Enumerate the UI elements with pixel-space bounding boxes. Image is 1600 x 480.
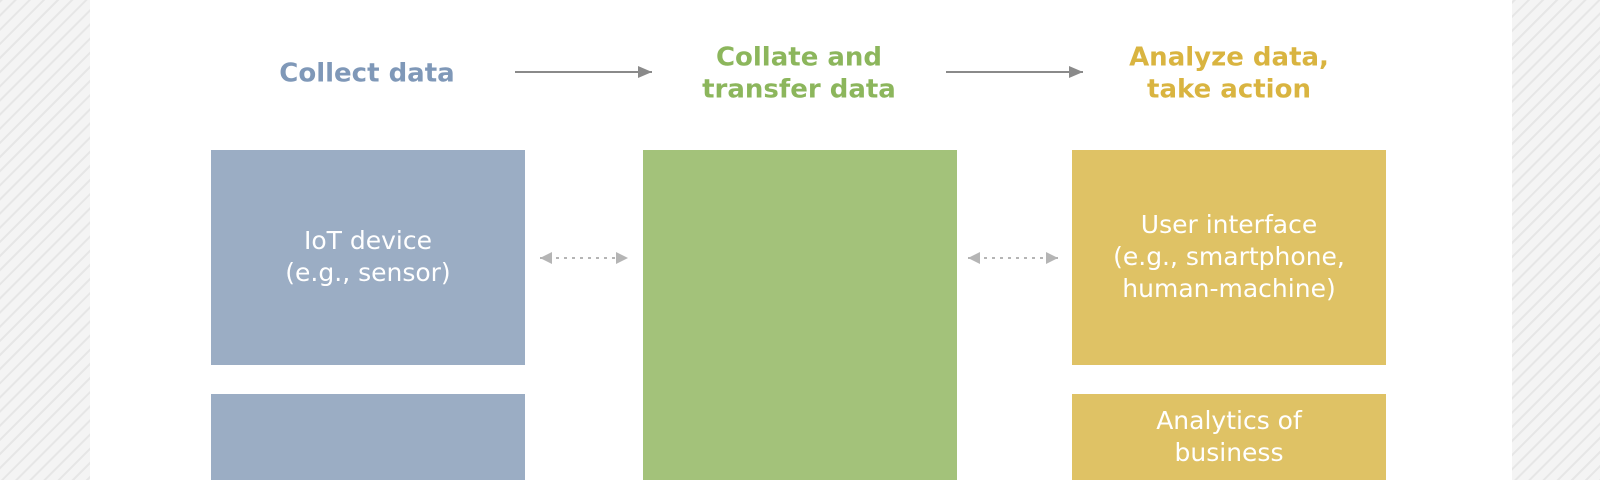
analytics-box — [1072, 394, 1386, 480]
box-text: (e.g., sensor) — [285, 258, 450, 287]
ui-box — [1072, 150, 1386, 365]
header-text: transfer data — [702, 75, 896, 105]
hub-box — [643, 150, 957, 480]
header-text: Collate and — [716, 43, 882, 73]
header-text: Collect data — [279, 59, 454, 89]
box-text: IoT device — [304, 226, 432, 255]
device-box — [211, 150, 525, 365]
device-box — [211, 394, 525, 480]
box-text: Analytics of — [1156, 406, 1303, 435]
box-text: User interface — [1141, 210, 1317, 239]
box-text: (e.g., smartphone, — [1113, 242, 1345, 271]
header-text: Analyze data, — [1129, 43, 1329, 73]
box-text: business — [1175, 438, 1284, 467]
box-text: human-machine) — [1122, 274, 1335, 303]
header-text: take action — [1147, 75, 1311, 105]
